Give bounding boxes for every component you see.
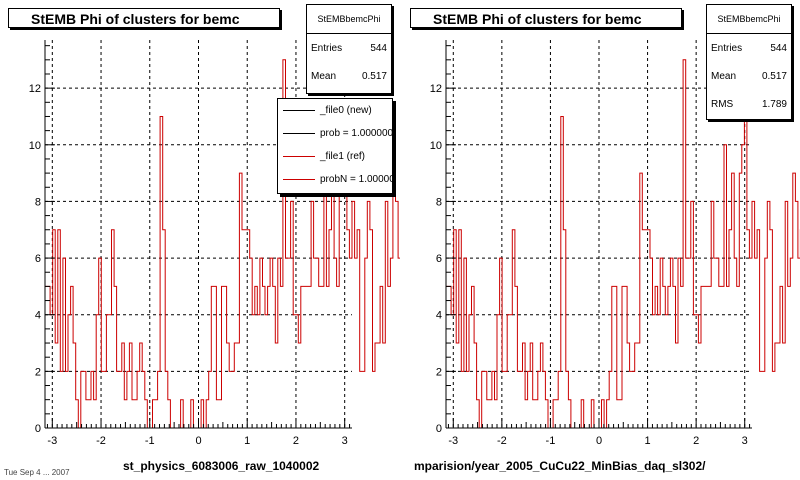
y-tick-label: 4 [436, 310, 442, 322]
x-axis-label-right: mparision/year_2005_CuCu22_MinBias_daq_s… [414, 459, 706, 473]
stats-label: Entries [711, 42, 743, 54]
x-tick-label: 1 [645, 435, 651, 447]
legend-item-probN: probN = 1.000000 [278, 170, 393, 188]
stats-value: 544 [370, 42, 387, 54]
y-tick-label: 6 [436, 253, 442, 265]
y-tick-label: 2 [35, 366, 41, 378]
histogram-series-ref [446, 59, 800, 429]
panel-right: -3 -2 -1 0 1 2 3 0 2 4 6 8 10 12 StEMB Phi of cluster… [400, 0, 800, 480]
stats-value: 0.517 [761, 70, 787, 82]
x-tick-label: -3 [448, 435, 458, 447]
legend-item-prob: prob = 1.000000 [278, 124, 393, 142]
stats-label: RMS [711, 98, 734, 110]
plot-title-left: StEMB Phi of clusters for bemc [8, 8, 280, 28]
x-tick-label: -1 [546, 435, 556, 447]
stats-label: Entries [311, 42, 343, 54]
y-tick-label: 6 [35, 253, 41, 265]
x-tick-label: -1 [145, 435, 155, 447]
x-tick-label: 3 [742, 435, 748, 447]
y-tick-label: 4 [35, 310, 41, 322]
x-tick-label: 1 [244, 435, 250, 447]
y-tick-label: 8 [436, 196, 442, 208]
stats-row-rms: RMS 1.789 [707, 90, 791, 118]
stats-row-mean: Mean 0.517 [307, 62, 391, 90]
y-tick-label: 0 [35, 423, 41, 435]
x-tick-label: 2 [293, 435, 299, 447]
y-tick-label: 10 [430, 140, 442, 152]
y-tick-label: 10 [29, 140, 41, 152]
y-tick-label: 12 [430, 83, 442, 95]
legend-line-sample [283, 178, 315, 180]
y-tick-label: 8 [35, 196, 41, 208]
x-tick-label: 0 [195, 435, 201, 447]
stats-name: StEMBbemcPhi [707, 5, 791, 34]
stats-label: Mean [711, 70, 737, 82]
x-tick-label: -3 [47, 435, 57, 447]
y-tick-label: 0 [436, 423, 442, 435]
legend-label: _file0 (new) [320, 104, 372, 116]
plot-title-right: StEMB Phi of clusters for bemc [410, 8, 682, 28]
legend-item-file1: _file1 (ref) [278, 147, 365, 165]
histogram-series-ref [45, 59, 400, 429]
stats-row-mean: Mean 0.517 [707, 62, 791, 90]
stats-row-entries: Entries 544 [707, 34, 791, 62]
legend-line-sample [283, 132, 315, 134]
x-tick-label: 2 [693, 435, 699, 447]
legend-line-sample [283, 155, 315, 157]
x-tick-label: -2 [497, 435, 507, 447]
legend-line-sample [283, 109, 315, 111]
stats-value: 544 [770, 42, 787, 54]
legend-label: _file1 (ref) [320, 150, 366, 162]
stats-box-left: StEMBbemcPhi Entries 544 Mean 0.517 [306, 4, 392, 94]
stats-box-right: StEMBbemcPhi Entries 544 Mean 0.517 RMS … [706, 4, 792, 120]
stats-value: 1.789 [761, 98, 787, 110]
stats-label: Mean [311, 70, 337, 82]
panel-left: -3 -2 -1 0 1 2 3 0 2 4 6 8 10 12 StEMB Phi of cluster… [8, 4, 400, 473]
stats-name: StEMBbemcPhi [307, 5, 391, 34]
y-tick-label: 2 [436, 366, 442, 378]
stats-row-entries: Entries 544 [307, 34, 391, 62]
footer-timestamp: Tue Sep 4 ... 2007 [4, 468, 70, 477]
legend-item-file0: _file0 (new) [278, 101, 372, 119]
x-tick-label: 3 [342, 435, 348, 447]
x-tick-label: 0 [596, 435, 602, 447]
y-tick-label: 12 [29, 83, 41, 95]
x-axis-label-left: st_physics_6083006_raw_1040002 [123, 459, 320, 473]
legend-label: probN = 1.000000 [320, 173, 393, 185]
stats-value: 0.517 [361, 70, 387, 82]
x-tick-label: -2 [96, 435, 106, 447]
legend-box: _file0 (new) prob = 1.000000 _file1 (ref… [277, 98, 393, 194]
legend-label: prob = 1.000000 [320, 127, 393, 139]
